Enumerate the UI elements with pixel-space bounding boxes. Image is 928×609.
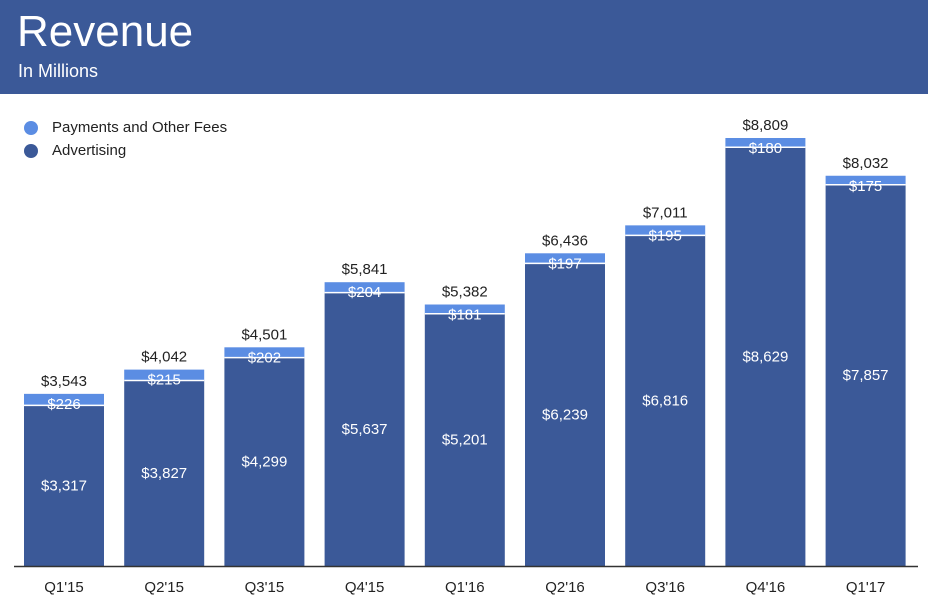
- data-label-payments: $215: [148, 372, 181, 389]
- bar-advertising: [224, 357, 305, 566]
- data-label-payments: $175: [849, 178, 882, 195]
- data-label-payments: $195: [649, 227, 682, 244]
- legend-label-advertising: Advertising: [52, 142, 127, 159]
- x-tick-label: Q4'15: [345, 579, 385, 596]
- data-label-advertising: $5,201: [442, 432, 488, 449]
- bar-payments: [224, 347, 305, 358]
- data-label-total: $5,841: [342, 261, 388, 278]
- bar-advertising: [124, 380, 205, 566]
- x-tick-label: Q4'16: [746, 579, 786, 596]
- data-label-total: $5,382: [442, 284, 488, 301]
- bar-advertising: [525, 262, 605, 566]
- bar-payments: [124, 369, 205, 381]
- bar-payments: [324, 282, 405, 293]
- data-label-total: $8,809: [742, 117, 788, 134]
- header-banner: Revenue In Millions: [0, 0, 928, 94]
- data-label-advertising: $6,816: [642, 392, 688, 409]
- legend-item-payments: Payments and Other Fees: [24, 116, 227, 139]
- data-label-advertising: $7,857: [843, 367, 889, 384]
- chart-legend: Payments and Other Fees Advertising: [24, 116, 227, 162]
- data-label-advertising: $6,239: [542, 406, 588, 423]
- data-label-payments: $204: [348, 284, 381, 301]
- x-tick-label: Q2'16: [545, 579, 585, 596]
- bar-payments: [725, 138, 806, 147]
- bar-advertising: [625, 234, 706, 566]
- bar-advertising: [324, 292, 405, 566]
- x-tick-label: Q3'15: [245, 579, 285, 596]
- data-label-advertising: $8,629: [742, 348, 788, 365]
- data-label-total: $4,501: [241, 326, 287, 343]
- bar-advertising: [24, 404, 104, 566]
- legend-item-advertising: Advertising: [24, 139, 227, 162]
- data-label-total: $4,042: [141, 349, 187, 366]
- bar-payments: [525, 253, 605, 263]
- bar-advertising: [725, 146, 806, 566]
- x-tick-label: Q1'17: [846, 579, 886, 596]
- x-tick-label: Q1'15: [44, 579, 84, 596]
- bar-payments: [825, 175, 906, 185]
- data-label-advertising: $5,637: [342, 421, 388, 438]
- x-tick-label: Q3'16: [645, 579, 685, 596]
- data-label-total: $8,032: [843, 155, 889, 172]
- bar-payments: [424, 304, 505, 314]
- data-label-payments: $197: [548, 255, 581, 272]
- data-label-advertising: $3,317: [41, 477, 87, 494]
- legend-swatch-advertising: [24, 143, 38, 158]
- data-label-total: $7,011: [643, 204, 688, 221]
- bar-payments: [625, 225, 706, 235]
- bar-advertising: [424, 313, 505, 566]
- legend-swatch-payments: [24, 120, 38, 135]
- bar-advertising: [825, 184, 906, 566]
- x-tick-label: Q1'16: [445, 579, 485, 596]
- data-label-payments: $181: [448, 307, 481, 324]
- legend-label-payments: Payments and Other Fees: [52, 119, 228, 136]
- page-title: Revenue: [17, 7, 194, 56]
- x-tick-label: Q2'15: [144, 579, 184, 596]
- page-subtitle: In Millions: [18, 61, 99, 81]
- data-label-total: $3,543: [41, 373, 87, 390]
- data-label-total: $6,436: [542, 232, 588, 249]
- data-label-payments: $180: [749, 140, 782, 157]
- data-label-advertising: $3,827: [141, 465, 187, 482]
- bar-payments: [24, 393, 104, 405]
- data-label-advertising: $4,299: [241, 454, 287, 471]
- data-label-payments: $202: [248, 349, 281, 366]
- data-label-payments: $226: [47, 396, 80, 413]
